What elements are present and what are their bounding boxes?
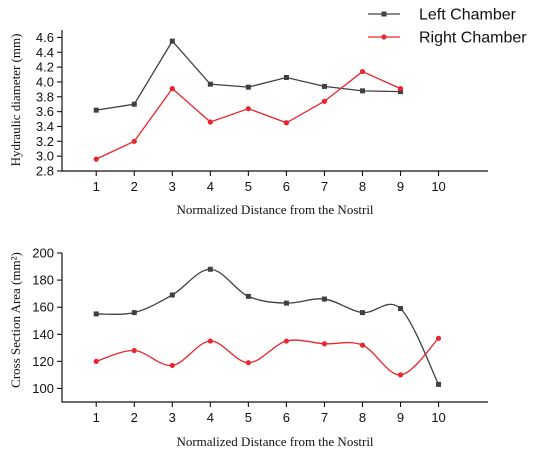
- bottom-chart-x-tick-label: 2: [131, 410, 138, 425]
- top-chart-x-tick-label: 3: [169, 179, 176, 194]
- top-chart-point-left-chamber: [359, 88, 365, 94]
- top-chart-x-tick-label: 8: [359, 179, 366, 194]
- top-chart-y-tick-label: 4.4: [36, 45, 54, 60]
- bottom-chart-x-tick-label: 1: [93, 410, 100, 425]
- bottom-chart-point-left-chamber: [131, 310, 137, 316]
- top-chart-point-right-chamber: [93, 156, 99, 162]
- bottom-chart-x-tick-label: 7: [321, 410, 328, 425]
- top-chart-x-tick-label: 2: [131, 179, 138, 194]
- bottom-chart-point-right-chamber: [245, 360, 251, 366]
- top-chart-point-right-chamber: [283, 120, 290, 126]
- top-chart-y-ticks: 2.83.03.23.43.63.84.04.24.44.6: [36, 30, 62, 179]
- top-chart-x-tick-label: 6: [283, 179, 290, 194]
- legend-marker-right: [381, 34, 387, 40]
- top-chart-y-tick-label: 4.0: [36, 74, 54, 89]
- top-chart-x-tick-label: 7: [321, 179, 328, 194]
- bottom-chart-axes: [61, 253, 488, 403]
- bottom-chart-x-tick-label: 10: [431, 410, 445, 425]
- legend-label-left: Left Chamber: [419, 7, 517, 24]
- bottom-chart-x-tick-label: 9: [397, 410, 404, 425]
- top-chart-series: [93, 38, 404, 162]
- bottom-chart-y-tick-label: 180: [32, 273, 54, 288]
- bottom-chart-point-right-chamber: [359, 342, 366, 348]
- legend: Left Chamber Right Chamber: [368, 7, 527, 47]
- bottom-chart-point-right-chamber: [283, 338, 290, 344]
- bottom-chart-point-right-chamber: [169, 362, 175, 369]
- top-chart-y-tick-label: 4.2: [36, 60, 54, 75]
- bottom-chart-y-title: Cross Section Area (mm²): [8, 252, 23, 388]
- bottom-chart-y-tick-label: 200: [32, 246, 54, 261]
- bottom-chart-y-ticks: 100 120 140 160 180 200: [32, 246, 62, 396]
- bottom-chart-point-left-chamber: [207, 266, 213, 272]
- legend-item-right-chamber: Right Chamber: [368, 30, 527, 47]
- cross-section-area-chart: 100 120 140 160 180 200 1 2 3 4 5 6 7 8 9 10 Normalize…: [8, 246, 488, 449]
- bottom-chart-y-tick-label: 120: [32, 354, 54, 369]
- hydraulic-diameter-chart: 2.83.03.23.43.63.84.04.24.44.6 1 2 3 4 5 6 7 8 9…: [8, 30, 488, 217]
- bottom-chart-point-right-chamber: [207, 338, 213, 344]
- bottom-chart-x-tick-label: 6: [283, 410, 290, 425]
- top-chart-y-title: Hydraulic diameter (mm): [8, 34, 23, 167]
- top-chart-y-tick-label: 2.8: [36, 164, 54, 179]
- top-chart-line-left-chamber: [96, 40, 401, 111]
- bottom-chart-x-ticks: 1 2 3 4 5 6 7 8 9 10: [93, 402, 446, 425]
- top-chart-point-right-chamber: [245, 106, 251, 112]
- bottom-chart-line-left-chamber: [96, 268, 440, 385]
- top-chart-point-left-chamber: [93, 107, 99, 113]
- top-chart-point-right-chamber: [131, 138, 137, 144]
- top-chart-x-tick-label: 1: [93, 179, 100, 194]
- bottom-chart-point-right-chamber: [93, 358, 99, 364]
- bottom-chart-point-left-chamber: [359, 310, 365, 316]
- top-chart-y-tick-label: 3.8: [36, 89, 54, 104]
- top-chart-x-tick-label: 4: [207, 179, 214, 194]
- bottom-chart-x-tick-label: 4: [207, 410, 214, 425]
- legend-item-left-chamber: Left Chamber: [368, 7, 517, 24]
- top-chart-point-left-chamber: [398, 89, 404, 95]
- top-chart-x-tick-label: 10: [431, 179, 445, 194]
- top-chart-x-title: Normalized Distance from the Nostril: [176, 202, 373, 217]
- bottom-chart-x-tick-label: 3: [169, 410, 176, 425]
- bottom-chart-y-tick-label: 140: [32, 327, 54, 342]
- top-chart-point-left-chamber: [321, 83, 327, 89]
- bottom-chart-point-left-chamber: [321, 296, 327, 302]
- bottom-chart-point-left-chamber: [436, 381, 442, 387]
- bottom-chart-x-tick-label: 5: [245, 410, 252, 425]
- top-chart-x-ticks: 1 2 3 4 5 6 7 8 9 10: [93, 171, 446, 194]
- top-chart-y-tick-label: 3.6: [36, 104, 54, 119]
- bottom-chart-line-right-chamber: [96, 337, 440, 376]
- top-chart-axes: [61, 30, 488, 172]
- top-chart-point-right-chamber: [321, 98, 328, 104]
- bottom-chart-point-left-chamber: [245, 293, 251, 299]
- bottom-chart-point-right-chamber: [131, 347, 137, 354]
- top-chart-point-left-chamber: [169, 38, 175, 44]
- bottom-chart-point-left-chamber: [283, 300, 289, 306]
- top-chart-point-left-chamber: [283, 74, 289, 80]
- bottom-chart-point-left-chamber: [169, 292, 175, 298]
- bottom-chart-point-right-chamber: [435, 335, 442, 341]
- top-chart-point-left-chamber: [131, 101, 137, 107]
- bottom-chart-y-tick-label: 100: [32, 381, 54, 396]
- bottom-chart-point-left-chamber: [93, 311, 99, 317]
- top-chart-y-tick-label: 3.4: [36, 119, 54, 134]
- bottom-chart-y-tick-label: 160: [32, 300, 54, 315]
- top-chart-point-right-chamber: [169, 86, 175, 92]
- bottom-chart-x-title: Normalized Distance from the Nostril: [176, 434, 373, 449]
- top-chart-point-left-chamber: [245, 84, 251, 90]
- top-chart-point-left-chamber: [207, 81, 213, 87]
- bottom-chart-series: [93, 266, 442, 387]
- top-chart-y-tick-label: 4.6: [36, 30, 54, 45]
- bottom-chart-point-right-chamber: [397, 372, 404, 378]
- top-chart-point-right-chamber: [359, 68, 366, 75]
- top-chart-y-tick-label: 3.0: [36, 149, 54, 164]
- bottom-chart-x-tick-label: 8: [359, 410, 366, 425]
- legend-label-right: Right Chamber: [419, 30, 527, 47]
- top-chart-point-right-chamber: [397, 86, 404, 92]
- top-chart-x-tick-label: 9: [397, 179, 404, 194]
- top-chart-x-tick-label: 5: [245, 179, 252, 194]
- top-chart-y-tick-label: 3.2: [36, 134, 54, 149]
- legend-marker-left: [381, 11, 387, 17]
- bottom-chart-point-right-chamber: [321, 341, 328, 347]
- top-chart-point-right-chamber: [207, 119, 213, 125]
- bottom-chart-point-left-chamber: [398, 306, 404, 312]
